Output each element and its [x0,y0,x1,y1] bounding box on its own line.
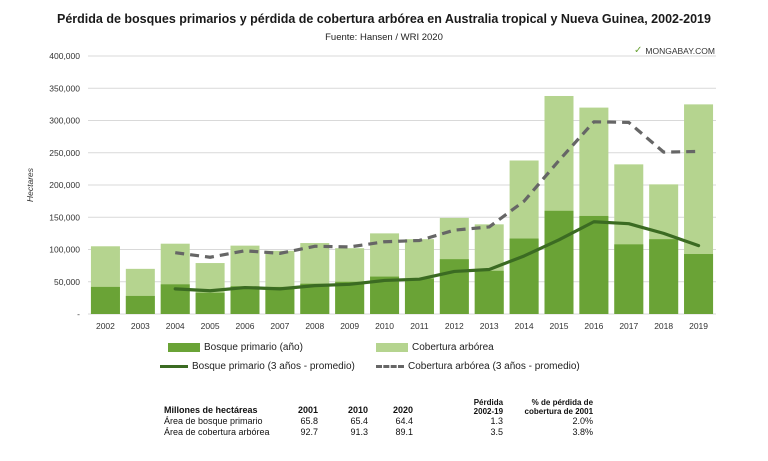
x-tick-label: 2014 [515,321,534,331]
bar-bosque-primario [649,239,679,314]
bar-bosque-primario [300,283,330,314]
checkmark-icon: ✓ [634,45,643,56]
x-tick-label: 2005 [201,321,220,331]
stats-header-pct: % de pérdida de cobertura de 2001 [503,398,593,416]
stats-row: Área de cobertura arbórea 92.7 91.3 89.1… [164,427,593,438]
x-tick-label: 2008 [305,321,324,331]
stats-header-pct-line1: % de pérdida de [531,398,594,407]
x-tick-label: 2006 [236,321,255,331]
bar-bosque-primario [335,281,365,314]
bar-bosque-primario [544,210,574,314]
y-tick-label: 150,000 [49,212,80,222]
y-tick-label: - [77,309,80,319]
x-tick-label: 2002 [96,321,115,331]
stats-table: Millones de hectáreas 2001 2010 2020 Pér… [164,398,593,438]
x-tick-label: 2011 [410,321,429,331]
y-tick-label: 400,000 [49,51,80,61]
bar-bosque-primario [404,278,434,314]
stats-header-loss-line2: 2002-19 [473,407,504,416]
chart-canvas: 400,000 350,000 300,000 250,000 200,000 150,0… [25,51,716,331]
legend-label-cover: Cobertura arbórea [412,342,494,353]
x-tick-label: 2003 [131,321,150,331]
legend-swatch-cover [376,343,408,352]
legend-item-cover-line: Cobertura arbórea (3 años - promedio) [376,361,580,372]
legend-label-primary-avg: Bosque primario (3 años - promedio) [192,361,355,372]
bar-bosque-primario [265,286,295,314]
y-tick-label: 350,000 [49,83,80,93]
x-tick-label: 2018 [654,321,673,331]
bar-bosque-primario [684,254,714,314]
stats-cell: 92.7 [300,427,319,437]
brand-mark: ✓ MONGABAY.COM [634,45,715,56]
x-tick-label: 2012 [445,321,464,331]
y-tick-label: 50,000 [54,277,80,287]
y-axis-label: Hectares [25,167,35,202]
stats-header-2020: 2020 [393,405,414,415]
legend-item-primary-bar: Bosque primario (año) [168,342,303,353]
line-bosque-promedio [173,220,701,293]
legend-swatch-primary [168,343,200,352]
bar-bosque-primario [579,215,609,314]
x-tick-label: 2016 [584,321,603,331]
stats-cell: 65.8 [300,416,319,426]
y-tick-label: 300,000 [49,116,80,126]
stats-header-2001: 2001 [298,405,319,415]
legend-line-cover [376,365,404,368]
legend-label-primary: Bosque primario (año) [204,342,303,353]
x-tick-label: 2019 [689,321,708,331]
stats-cell: 2.0% [572,416,594,426]
stats-header-loss: Pérdida 2002-19 [413,398,503,416]
stats-header-loss-line1: Pérdida [473,398,504,407]
legend-line-primary [160,365,188,368]
stats-cell: 65.4 [350,416,369,426]
stats-cell: 64.4 [395,416,414,426]
stats-row: Área de bosque primario 65.8 65.4 64.4 1… [164,416,593,427]
bar-bosque-primario [90,286,120,314]
y-tick-label: 250,000 [49,148,80,158]
brand-label: MONGABAY.COM [645,45,715,56]
stats-cell: Área de bosque primario [164,416,263,426]
y-tick-label: 100,000 [49,245,80,255]
legend-item-cover-bar: Cobertura arbórea [376,342,494,353]
stats-cell: 3.5 [490,427,504,437]
stats-cell: 3.8% [572,427,594,437]
legend-item-primary-line: Bosque primario (3 años - promedio) [160,361,355,372]
bar-bosque-primario [439,259,469,314]
bar-bosque-primario [474,270,504,314]
y-tick-label: 200,000 [49,180,80,190]
stats-cell: Área de cobertura arbórea [164,427,270,437]
line-cobertura-promedio [175,120,699,259]
x-tick-label: 2013 [480,321,499,331]
x-tick-label: 2009 [340,321,359,331]
stats-header-pct-line2: cobertura de 2001 [524,407,594,416]
stats-cell: 89.1 [395,427,414,437]
x-tick-label: 2017 [619,321,638,331]
x-tick-label: 2007 [270,321,289,331]
stats-header-2010: 2010 [348,405,369,415]
legend-label-cover-avg: Cobertura arbórea (3 años - promedio) [408,361,580,372]
x-tick-label: 2004 [166,321,185,331]
stats-cell: 91.3 [350,427,369,437]
x-tick-label: 2015 [550,321,569,331]
bar-bosque-primario [614,244,644,314]
stats-header-label: Millones de hectáreas [164,405,258,415]
chart-subtitle: Fuente: Hansen / WRI 2020 [325,32,443,43]
x-tick-label: 2010 [375,321,394,331]
stats-cell: 1.3 [490,416,504,426]
bar-bosque-primario [195,292,225,314]
stats-header-row: Millones de hectáreas 2001 2010 2020 Pér… [164,398,593,416]
bar-bosque-primario [125,295,155,314]
bar-bosque-primario [230,286,260,314]
chart-title: Pérdida de bosques primarios y pérdida d… [57,12,711,26]
